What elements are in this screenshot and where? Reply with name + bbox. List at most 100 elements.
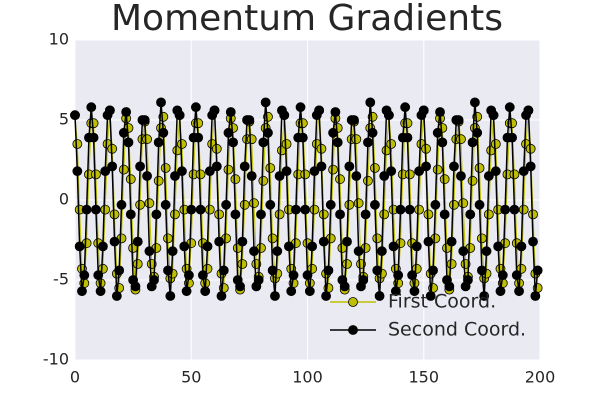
point bbox=[195, 169, 206, 180]
point bbox=[118, 127, 129, 138]
y-tick-label: -5 bbox=[53, 270, 69, 289]
point bbox=[265, 163, 276, 173]
point bbox=[237, 236, 248, 247]
point bbox=[72, 166, 83, 177]
point bbox=[177, 139, 187, 149]
point bbox=[228, 137, 239, 148]
point bbox=[153, 137, 164, 148]
point bbox=[297, 132, 308, 143]
point bbox=[116, 199, 127, 210]
point bbox=[393, 270, 404, 281]
point bbox=[225, 107, 236, 117]
point bbox=[370, 199, 380, 210]
point bbox=[523, 105, 534, 116]
point bbox=[488, 110, 499, 121]
point bbox=[244, 115, 255, 125]
point bbox=[483, 171, 494, 181]
point bbox=[344, 199, 355, 210]
point bbox=[309, 204, 320, 215]
point bbox=[376, 246, 387, 257]
point bbox=[516, 241, 527, 252]
point bbox=[265, 199, 276, 210]
point bbox=[493, 241, 504, 252]
point bbox=[77, 286, 87, 297]
point bbox=[435, 107, 445, 117]
point bbox=[351, 134, 362, 145]
point bbox=[500, 204, 511, 215]
point bbox=[121, 107, 132, 117]
point bbox=[209, 105, 220, 116]
legend-label: Second Coord. bbox=[388, 319, 526, 341]
point bbox=[411, 241, 422, 252]
point bbox=[509, 204, 520, 215]
point bbox=[132, 259, 143, 269]
point bbox=[481, 246, 492, 257]
point bbox=[446, 259, 457, 269]
point bbox=[195, 204, 206, 215]
point bbox=[318, 236, 329, 247]
point bbox=[288, 270, 299, 281]
point bbox=[179, 241, 190, 252]
point bbox=[151, 209, 162, 220]
point bbox=[342, 259, 352, 269]
point bbox=[525, 161, 536, 172]
point bbox=[330, 107, 341, 117]
point bbox=[449, 161, 459, 172]
point bbox=[379, 209, 390, 220]
point bbox=[246, 134, 257, 145]
point bbox=[267, 265, 278, 276]
point bbox=[163, 233, 173, 244]
point bbox=[504, 102, 515, 113]
point bbox=[514, 286, 524, 297]
point bbox=[258, 137, 269, 148]
point bbox=[321, 291, 332, 301]
point bbox=[223, 127, 234, 138]
point bbox=[160, 199, 171, 210]
point bbox=[281, 166, 292, 177]
point bbox=[237, 259, 248, 269]
point bbox=[197, 270, 208, 281]
point bbox=[349, 115, 359, 125]
point bbox=[414, 166, 425, 177]
point bbox=[509, 169, 520, 180]
point bbox=[190, 102, 201, 113]
point bbox=[402, 118, 413, 129]
point bbox=[530, 291, 541, 301]
point bbox=[300, 169, 311, 180]
point bbox=[367, 127, 378, 138]
point bbox=[474, 199, 485, 210]
point bbox=[507, 118, 517, 129]
y-tick-label: 5 bbox=[59, 110, 69, 129]
point bbox=[111, 291, 122, 301]
point bbox=[98, 241, 108, 252]
x-tick-label: 100 bbox=[292, 368, 323, 387]
point bbox=[286, 286, 297, 297]
point bbox=[249, 246, 259, 257]
point bbox=[365, 97, 376, 108]
point bbox=[74, 241, 85, 252]
point bbox=[88, 132, 99, 143]
point bbox=[132, 236, 143, 247]
point bbox=[323, 265, 334, 276]
point bbox=[100, 204, 111, 215]
point bbox=[483, 209, 494, 220]
point bbox=[181, 286, 192, 297]
point bbox=[256, 209, 266, 220]
point bbox=[158, 111, 169, 122]
point bbox=[402, 132, 413, 143]
point bbox=[165, 291, 176, 301]
point bbox=[532, 265, 543, 276]
point bbox=[204, 204, 215, 215]
point bbox=[223, 164, 234, 175]
point bbox=[281, 139, 292, 149]
point bbox=[339, 281, 350, 292]
point bbox=[170, 209, 180, 220]
point bbox=[469, 97, 480, 108]
y-tick-label: 10 bbox=[49, 30, 69, 49]
point bbox=[490, 139, 501, 149]
point bbox=[193, 132, 204, 143]
point bbox=[439, 174, 450, 185]
point bbox=[353, 198, 364, 209]
point bbox=[170, 171, 180, 181]
